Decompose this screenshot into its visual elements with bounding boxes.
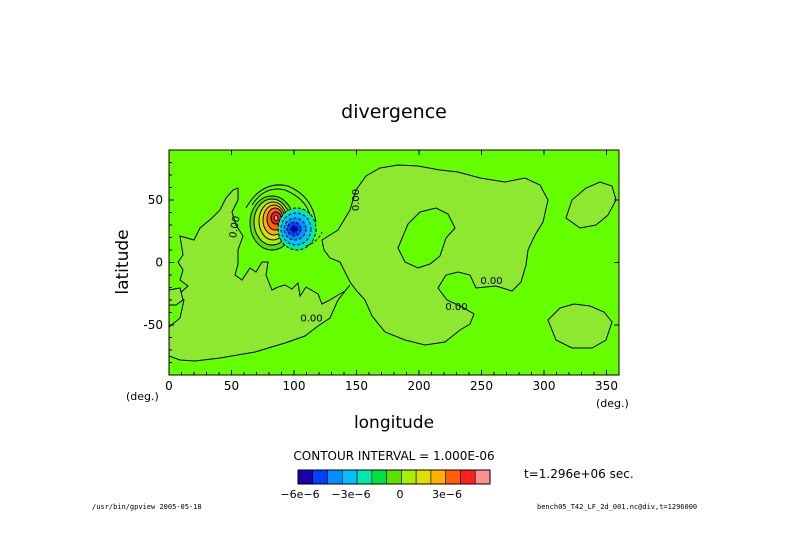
zero-region-west <box>168 187 351 362</box>
outer-contour-arc-3 <box>305 231 323 247</box>
contour-label: 0.00 <box>228 215 243 239</box>
positive-maximum <box>273 215 279 221</box>
colorbar-swatch <box>415 469 432 485</box>
x-tick-label: 100 <box>283 379 306 393</box>
colorbar-swatch <box>401 469 417 485</box>
colorbar-swatch <box>371 469 387 485</box>
y-tick-label: 50 <box>148 193 163 207</box>
colorbar-tick-label: −6e−6 <box>280 488 319 501</box>
zero-regions <box>168 164 617 362</box>
x-tick-label: 300 <box>533 379 556 393</box>
colorbar-swatch <box>342 469 358 485</box>
y-tick-label: -50 <box>143 318 163 332</box>
zero-region-inner <box>397 207 456 269</box>
colorbar-tick-label: 3e−6 <box>432 488 462 501</box>
colorbar-swatch <box>327 469 343 485</box>
outer-contour-arc-2 <box>245 184 317 223</box>
y-axis-ticks: 50 0 -50 <box>143 162 619 363</box>
contour-labels: 0.00 0.00 0.00 0.00 0.00 <box>228 189 503 324</box>
x-axis-unit: (deg.) <box>596 397 629 410</box>
contour-label: 0.00 <box>351 189 362 211</box>
x-tick-label: 200 <box>408 379 431 393</box>
colorbar-swatch <box>356 469 373 485</box>
contour-label: 0.00 <box>480 276 502 287</box>
y-axis-unit: (deg.) <box>126 390 159 403</box>
colorbar-swatch <box>445 469 461 485</box>
time-label: t=1.296e+06 sec. <box>524 467 634 481</box>
zero-region-southeast <box>547 303 613 349</box>
colorbar-swatch <box>312 469 328 485</box>
plot-area: 0.00 0.00 0.00 0.00 0.00 0 50 100 150 200 250 300 3… <box>143 149 620 393</box>
x-axis-label: longitude <box>354 413 434 433</box>
contour-interval-label: CONTOUR INTERVAL = 1.000E-06 <box>293 449 494 463</box>
colorbar <box>297 469 491 485</box>
negative-minimum <box>290 225 298 233</box>
colorbar-swatch <box>297 469 314 485</box>
x-axis-ticks: 0 50 100 150 200 250 300 350 <box>165 150 618 393</box>
x-tick-label: 50 <box>224 379 239 393</box>
y-axis-label: latitude <box>113 229 133 294</box>
colorbar-labels: −6e−6 −3e−6 0 3e−6 <box>280 488 462 501</box>
footer-left: /usr/bin/gpview 2005-05-18 <box>92 503 202 511</box>
colorbar-swatch <box>386 469 402 485</box>
x-tick-label: 150 <box>345 379 368 393</box>
chart-title: divergence <box>341 101 447 123</box>
colorbar-swatch <box>430 469 446 485</box>
contour-label: 0.00 <box>445 302 467 313</box>
colorbar-swatch <box>460 469 476 485</box>
footer-right: bench05_T42_LF_2d_001.nc@div,t=1296000 <box>537 503 697 511</box>
colorbar-frame <box>297 469 491 485</box>
x-tick-label: 250 <box>470 379 493 393</box>
x-tick-label: 350 <box>595 379 618 393</box>
y-tick-label: 0 <box>155 256 163 270</box>
colorbar-tick-label: −3e−6 <box>331 488 370 501</box>
outer-contour-arc-1 <box>251 188 311 216</box>
colorbar-swatch <box>474 469 491 485</box>
x-tick-label: 0 <box>165 379 173 393</box>
dipole-feature <box>245 184 323 251</box>
zero-region-northeast <box>565 181 617 229</box>
colorbar-tick-label: 0 <box>397 488 404 501</box>
contour-label: 0.00 <box>300 313 322 324</box>
